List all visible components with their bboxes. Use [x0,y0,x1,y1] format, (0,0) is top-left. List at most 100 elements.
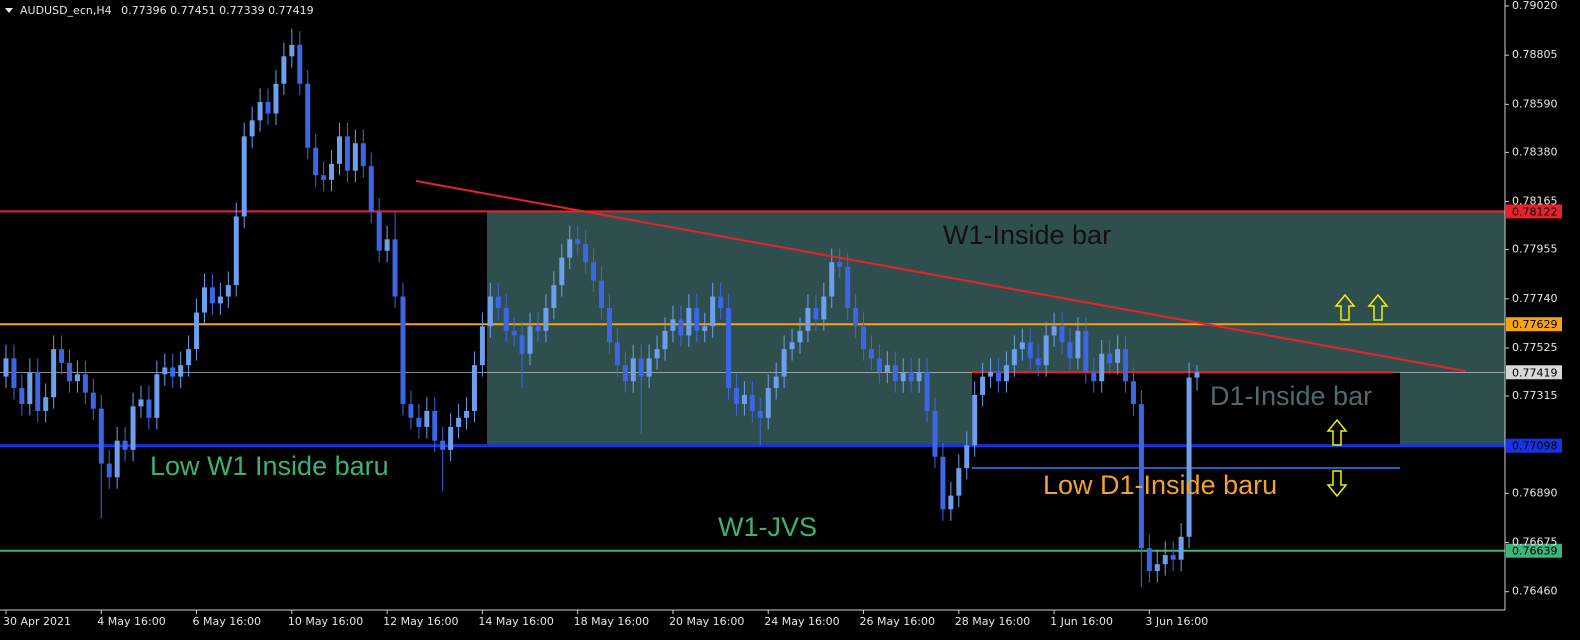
annotation: W1-Inside bar [943,220,1111,250]
body [1027,342,1033,359]
body [662,330,668,350]
y-tick-label: 0.77955 [1512,243,1558,256]
body [67,362,73,382]
body [527,326,533,354]
annotation: W1-JVS [718,512,817,542]
body [305,83,311,148]
body [948,495,954,510]
menu-triangle [5,8,13,13]
body [654,349,660,359]
body [43,397,49,411]
body [551,285,557,308]
body [829,262,835,297]
body [646,358,652,377]
body [543,307,549,331]
body [217,296,223,304]
body [511,330,517,336]
open: 0.77396 [121,4,167,17]
body [1011,349,1017,366]
body [376,211,382,251]
body [59,349,65,363]
body [813,307,819,320]
body [845,266,851,308]
body [535,326,541,331]
trend-line [415,180,1466,372]
body [932,410,938,457]
low: 0.77339 [219,4,265,17]
body [3,358,9,377]
body [1107,353,1113,363]
body [352,143,358,171]
body [1186,377,1192,537]
body [988,372,994,377]
body [130,406,136,450]
body [487,296,493,327]
body [11,358,17,389]
body [90,392,96,409]
annotation: Low W1 Inside baru [150,451,389,481]
body [1123,349,1129,382]
high: 0.77451 [170,4,216,17]
body [448,426,454,450]
level-label: 0.76639 [1512,545,1558,558]
body [670,319,676,331]
body [924,372,930,411]
x-tick-label: 28 May 16:00 [955,615,1030,628]
body [630,358,636,382]
body [694,307,700,331]
body [1162,555,1168,565]
body [225,285,231,297]
level-label: 0.77098 [1512,440,1558,453]
body [972,394,978,446]
body [392,239,398,297]
body [186,349,192,366]
body [408,404,414,418]
body [400,296,406,405]
down-arrow [1326,470,1348,498]
body [1170,555,1176,560]
body [1194,372,1200,378]
body [837,262,843,267]
body [257,102,263,121]
body [19,388,25,405]
body [686,307,692,336]
body [749,394,755,411]
body [321,175,327,180]
body [106,463,112,478]
body [344,136,350,171]
body [956,468,962,496]
body [51,349,57,398]
x-tick-label: 10 May 16:00 [288,615,363,628]
body [726,307,732,389]
body [241,136,247,217]
up-arrow [1334,293,1356,321]
body [27,372,33,405]
y-tick-label: 0.78380 [1512,145,1558,158]
body [757,410,763,418]
body [162,367,168,375]
body [233,216,239,286]
up-arrow [1367,293,1389,321]
body [900,372,906,382]
body [733,388,739,405]
body [1043,335,1049,366]
body [82,374,88,393]
body [1059,326,1065,343]
level-label: 0.78122 [1512,205,1558,218]
close: 0.77419 [268,4,314,17]
body [1146,548,1152,572]
body [384,239,390,251]
x-tick-label: 26 May 16:00 [860,615,935,628]
y-tick-label: 0.76675 [1512,536,1558,549]
annotation: D1-Inside bar [1210,381,1372,411]
level-label: 0.77629 [1512,318,1558,331]
body [916,372,922,382]
body [575,239,581,244]
body [1130,381,1136,405]
body [1051,326,1057,336]
body [805,307,811,331]
annotation: Low D1-Inside baru [1043,470,1277,500]
body [170,367,176,377]
body [424,410,430,427]
body [202,287,207,313]
